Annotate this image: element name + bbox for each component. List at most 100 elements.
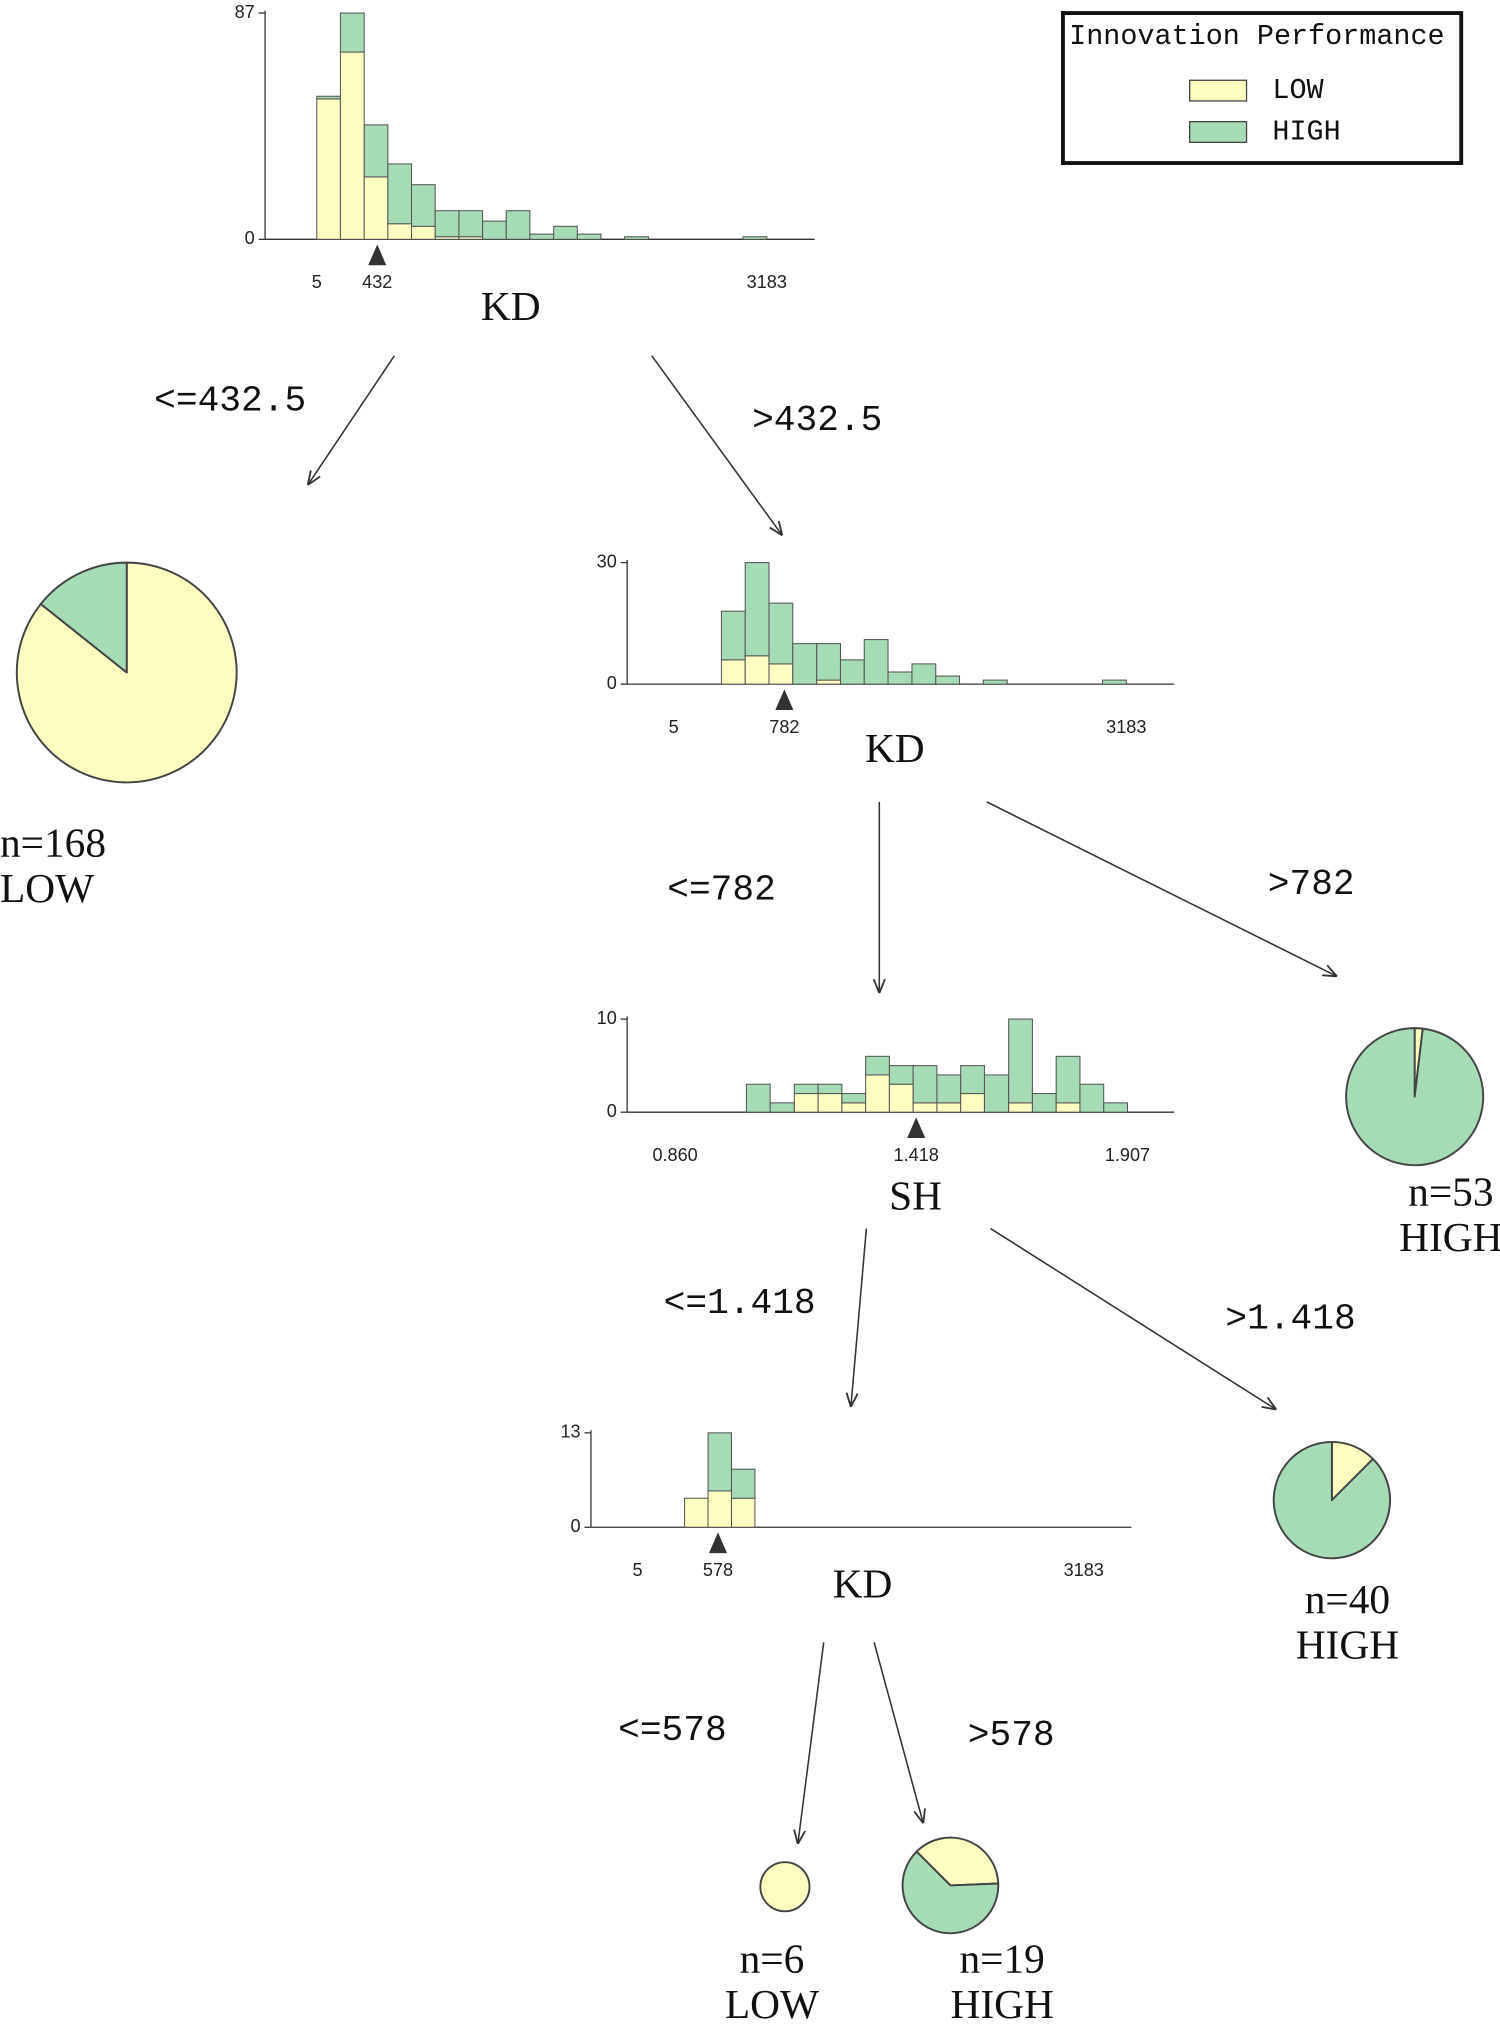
bar-low bbox=[888, 1083, 914, 1113]
pie-slice bbox=[1345, 1027, 1485, 1167]
bar-low bbox=[793, 1093, 819, 1113]
bar-low bbox=[1055, 1102, 1081, 1113]
bar-high bbox=[434, 210, 460, 238]
bar-high bbox=[707, 1432, 733, 1492]
legend-swatch bbox=[1189, 79, 1248, 102]
x-tick-label: 3183 bbox=[747, 272, 787, 292]
bar-high bbox=[816, 643, 841, 681]
legend-swatch bbox=[1189, 121, 1248, 143]
x-tick-label: 578 bbox=[703, 1560, 733, 1580]
bar-low bbox=[768, 663, 794, 685]
edge-label: <=1.418 bbox=[664, 1283, 816, 1324]
bar-high bbox=[1008, 1018, 1033, 1104]
x-tick-label: 782 bbox=[769, 717, 799, 737]
edge-arrow bbox=[798, 1642, 825, 1844]
edge-label: >782 bbox=[1268, 864, 1355, 905]
x-tick-label: 0.860 bbox=[652, 1145, 697, 1165]
bar-high bbox=[339, 12, 365, 53]
bar-high bbox=[935, 675, 961, 685]
bar-high bbox=[912, 1065, 938, 1104]
bar-high bbox=[742, 236, 768, 240]
edge-label: >1.418 bbox=[1225, 1299, 1355, 1340]
split-marker bbox=[775, 689, 794, 711]
bar-high bbox=[888, 1065, 914, 1085]
bar-high bbox=[911, 663, 937, 685]
edge-arrow bbox=[873, 1642, 923, 1823]
bar-high bbox=[624, 236, 649, 240]
bar-high bbox=[768, 602, 794, 665]
y-tick-label: 0 bbox=[571, 1516, 581, 1536]
bar-low bbox=[387, 223, 413, 240]
pie-slice bbox=[915, 1836, 1000, 1887]
edge-label: >432.5 bbox=[752, 400, 882, 441]
bar-high bbox=[363, 124, 389, 178]
x-tick-label: 5 bbox=[633, 1560, 643, 1580]
bar-high bbox=[482, 220, 507, 240]
bar-high bbox=[960, 1065, 985, 1095]
leaf-class: LOW bbox=[0, 865, 94, 911]
leaf-count: n=53 bbox=[1408, 1169, 1493, 1215]
bar-low bbox=[936, 1102, 962, 1113]
bar-high bbox=[1031, 1093, 1057, 1113]
bar-high bbox=[793, 1083, 819, 1095]
bar-low bbox=[684, 1497, 709, 1528]
legend-title: Innovation Performance bbox=[1069, 20, 1444, 53]
legend-box bbox=[1060, 11, 1464, 165]
leaf-class: HIGH bbox=[1296, 1621, 1399, 1667]
leaf-class: HIGH bbox=[950, 1981, 1053, 2027]
split-marker bbox=[907, 1117, 926, 1139]
bar-high bbox=[792, 643, 818, 685]
leaf-class: HIGH bbox=[1399, 1214, 1500, 1260]
edges: <=432.5 >432.5 <=782 >782 <=1.418 >1.418… bbox=[154, 355, 1356, 1844]
bar-high bbox=[863, 639, 889, 685]
bar-high bbox=[887, 671, 913, 685]
bar-high bbox=[1079, 1083, 1105, 1113]
bar-low bbox=[410, 225, 436, 240]
edge-label: <=432.5 bbox=[154, 381, 306, 422]
bar-high bbox=[817, 1083, 843, 1095]
edge-arrow bbox=[651, 355, 783, 536]
bar-high bbox=[720, 610, 746, 661]
bar-high bbox=[387, 163, 413, 225]
legend: Innovation Performance LOW HIGH bbox=[1060, 11, 1464, 165]
bar-high bbox=[316, 95, 341, 100]
bar-low bbox=[816, 679, 841, 685]
pie-slice bbox=[39, 561, 128, 674]
bar-high bbox=[982, 679, 1008, 685]
edge-label: >578 bbox=[968, 1715, 1055, 1756]
bar-low bbox=[960, 1093, 985, 1113]
bar-high bbox=[841, 1093, 867, 1104]
split-variable: KD bbox=[865, 725, 925, 771]
bar-low bbox=[744, 655, 770, 685]
split-variable: KD bbox=[833, 1561, 893, 1607]
leaf-count: n=6 bbox=[740, 1936, 805, 1982]
y-tick-label: 0 bbox=[607, 1101, 617, 1121]
split-variable: KD bbox=[481, 283, 541, 329]
bar-low bbox=[707, 1490, 733, 1528]
x-tick-label: 1.418 bbox=[894, 1145, 939, 1165]
y-tick-label: 87 bbox=[235, 2, 255, 22]
x-tick-label: 3183 bbox=[1106, 717, 1146, 737]
bar-high bbox=[983, 1074, 1010, 1113]
bar-high bbox=[505, 210, 531, 240]
bar-low bbox=[817, 1093, 843, 1113]
edge-arrow bbox=[308, 355, 396, 485]
y-tick-label: 30 bbox=[597, 551, 617, 571]
bar-high bbox=[1103, 1102, 1128, 1113]
edge-arrow bbox=[990, 1227, 1277, 1410]
split-marker bbox=[368, 244, 387, 266]
x-tick-label: 432 bbox=[362, 272, 392, 292]
edge-arrow bbox=[986, 801, 1337, 977]
bar-high bbox=[576, 233, 602, 240]
legend-label: HIGH bbox=[1272, 116, 1340, 149]
x-tick-label: 5 bbox=[669, 717, 679, 737]
bar-high bbox=[458, 210, 484, 238]
bar-high bbox=[769, 1102, 795, 1113]
edge-label: <=782 bbox=[667, 869, 776, 910]
pie-slice bbox=[901, 1850, 1000, 1935]
bar-low bbox=[363, 176, 389, 240]
split-marker bbox=[708, 1532, 728, 1554]
bar-high bbox=[529, 233, 555, 240]
bar-high bbox=[1055, 1055, 1081, 1104]
